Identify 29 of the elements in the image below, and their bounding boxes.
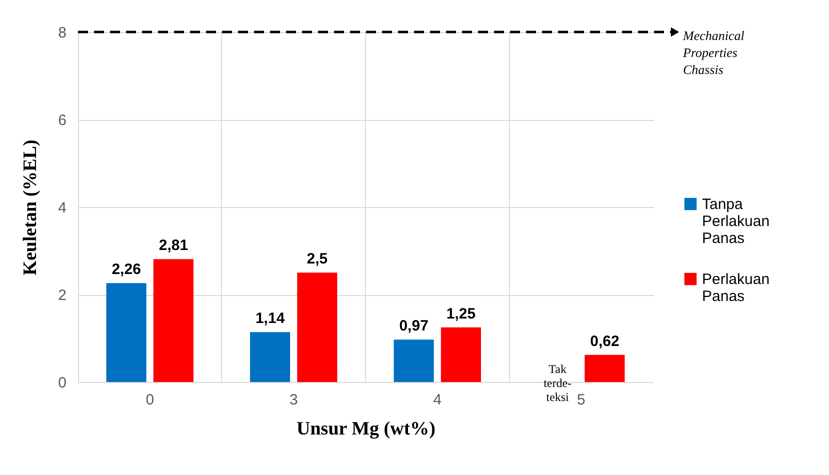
data-label: 0,62 (590, 332, 620, 350)
legend-label: Tanpa Perlakuan Panas (702, 196, 770, 247)
annotation: Tak terde-teksi (544, 362, 572, 404)
y-tick-label: 8 (58, 24, 66, 42)
y-tick-label: 0 (58, 374, 66, 392)
y-tick-label: 4 (58, 200, 66, 216)
x-tick-label: 0 (146, 392, 154, 408)
legend-label: Perlakuan Panas (702, 271, 770, 305)
bar (440, 327, 481, 382)
y-axis-title: Keuletan (%EL) (20, 140, 42, 276)
bar (297, 272, 338, 382)
bar (153, 259, 194, 382)
data-label: 1,25 (446, 305, 476, 322)
data-label: 2,5 (306, 250, 328, 268)
data-label: 0,97 (399, 318, 428, 335)
x-tick-label: 3 (289, 392, 298, 408)
bar (584, 354, 625, 382)
x-axis-title: Unsur Mg (wt%) (296, 418, 436, 440)
y-tick-label: 6 (58, 112, 66, 129)
bar (250, 332, 290, 382)
bar (106, 283, 146, 382)
x-tick-label: 5 (576, 392, 586, 408)
y-tick-label: 2 (58, 287, 66, 304)
data-label: 1,14 (255, 310, 286, 328)
legend-label: Mechanical Properties Chassis (682, 28, 745, 77)
bar (394, 340, 434, 382)
data-label: 2,81 (158, 237, 188, 254)
x-tick-label: 4 (433, 392, 442, 408)
data-label: 2,26 (112, 261, 141, 278)
